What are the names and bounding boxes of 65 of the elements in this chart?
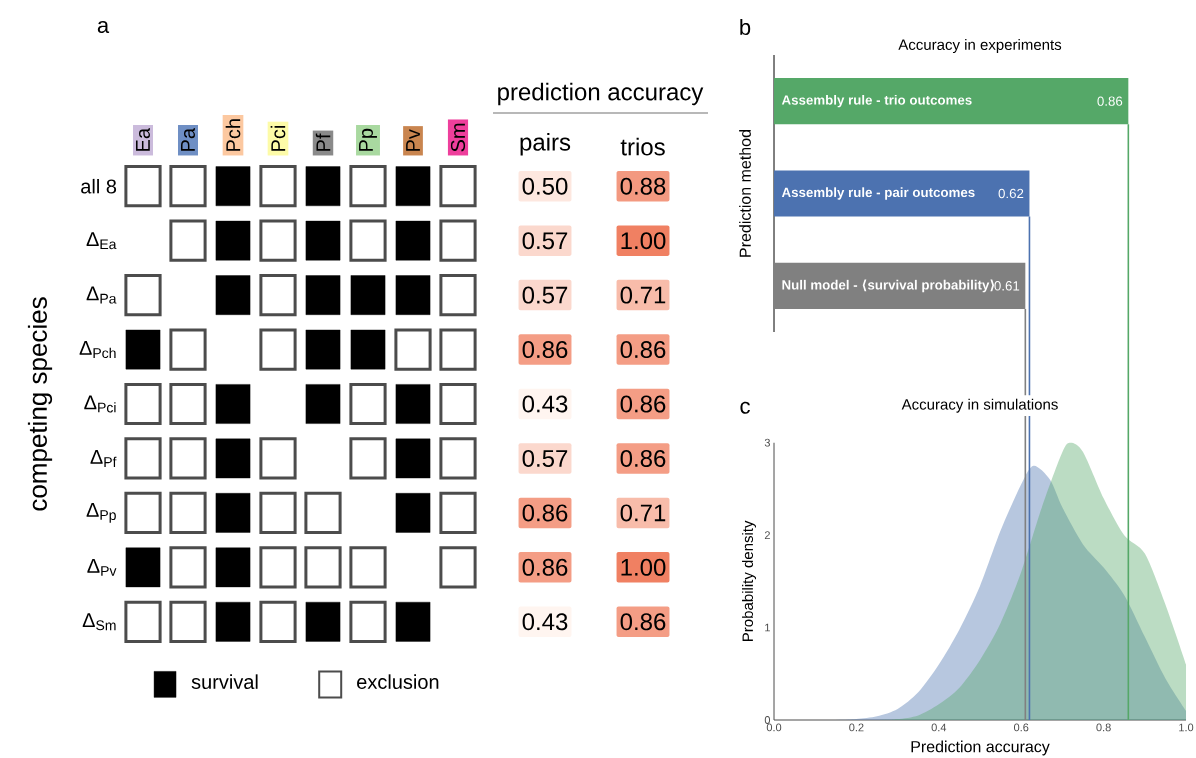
x-tick-label: pairs [520,133,571,156]
x-tick-label: 0.6 [1013,723,1029,732]
x-tick-label: Pv [406,129,420,151]
data-label: 0.43 [522,613,568,631]
y-tick-label: Δ$_{Pci}$ [84,395,116,413]
x-tick-label: 1.0 [1179,723,1194,732]
data-label: 0.57 [522,449,568,467]
y-tick-label: Assembly rule - pair outcomes [781,187,975,200]
text: survival [191,674,258,689]
data-label: 0.86 [522,504,568,522]
text: c [740,401,750,414]
y-axis-title: Prediction method [739,130,751,257]
y-tick-label: Δ$_{Ea}$ [86,232,117,250]
x-tick-label: 0.4 [931,723,947,732]
y-tick-label: Assembly rule - trio outcomes [781,94,972,108]
y-tick-label: 1 [765,623,770,632]
data-label: 0.86 [620,449,666,467]
data-label: 0.43 [522,395,568,413]
x-tick-label: Pp [359,128,377,151]
data-label: 0.62 [998,188,1024,199]
data-label: 0.71 [620,504,666,522]
x-tick-label: Sm [450,123,466,152]
y-axis-title: Probability density [742,520,756,641]
y-axis-title: competing species [27,297,53,511]
data-label: 0.86 [1097,96,1123,106]
x-axis-title: Prediction accuracy [911,740,1050,756]
text: a [97,20,110,34]
x-tick-label: trios [620,137,665,156]
data-label: 0.86 [620,395,666,413]
x-tick-label: Pch [225,119,241,151]
data-label: 0.86 [620,341,666,359]
data-label: 0.61 [994,281,1020,291]
x-tick-label: Pf [315,133,331,151]
y-tick-label: 0 [764,716,771,724]
y-tick-label: 3 [764,438,770,447]
data-label: 0.57 [522,286,568,304]
chart-title: prediction accuracy [498,82,704,106]
text: b [740,18,751,36]
y-tick-label: Null model - ⟨survival probability⟩ [782,279,995,293]
y-tick-label: 2 [764,531,770,539]
x-tick-label: 0.0 [766,723,782,732]
y-tick-label: Δ$_{Pf}$ [90,450,117,467]
x-tick-label: 0.2 [849,723,864,732]
chart-title: Accuracy in experiments [898,39,1062,53]
chart-title: Accuracy in simulations [901,398,1058,413]
x-tick-label: 0.8 [1096,723,1111,732]
data-label: 0.86 [620,613,666,631]
x-tick-label: Pa [181,128,195,151]
data-label: 0.88 [620,177,666,195]
data-label: 1.00 [621,232,666,250]
data-label: 0.71 [620,286,666,304]
data-label: 0.50 [522,177,568,195]
y-tick-label: Δ$_{Pch}$ [79,341,116,359]
data-label: 0.86 [522,341,568,359]
text: exclusion [357,674,439,689]
y-tick-label: Δ$_{Pp}$ [86,503,116,523]
x-tick-label: Ea [136,128,150,151]
data-label: 0.86 [522,558,568,576]
y-tick-label: Δ$_{Pv}$ [87,558,117,576]
y-tick-label: Δ$_{Sm}$ [82,613,116,631]
x-tick-label: Pci [270,126,286,151]
y-tick-label: Δ$_{Pa}$ [86,286,117,304]
data-label: 1.00 [621,558,666,576]
y-tick-label: all 8 [81,178,117,194]
data-label: 0.57 [522,232,568,250]
